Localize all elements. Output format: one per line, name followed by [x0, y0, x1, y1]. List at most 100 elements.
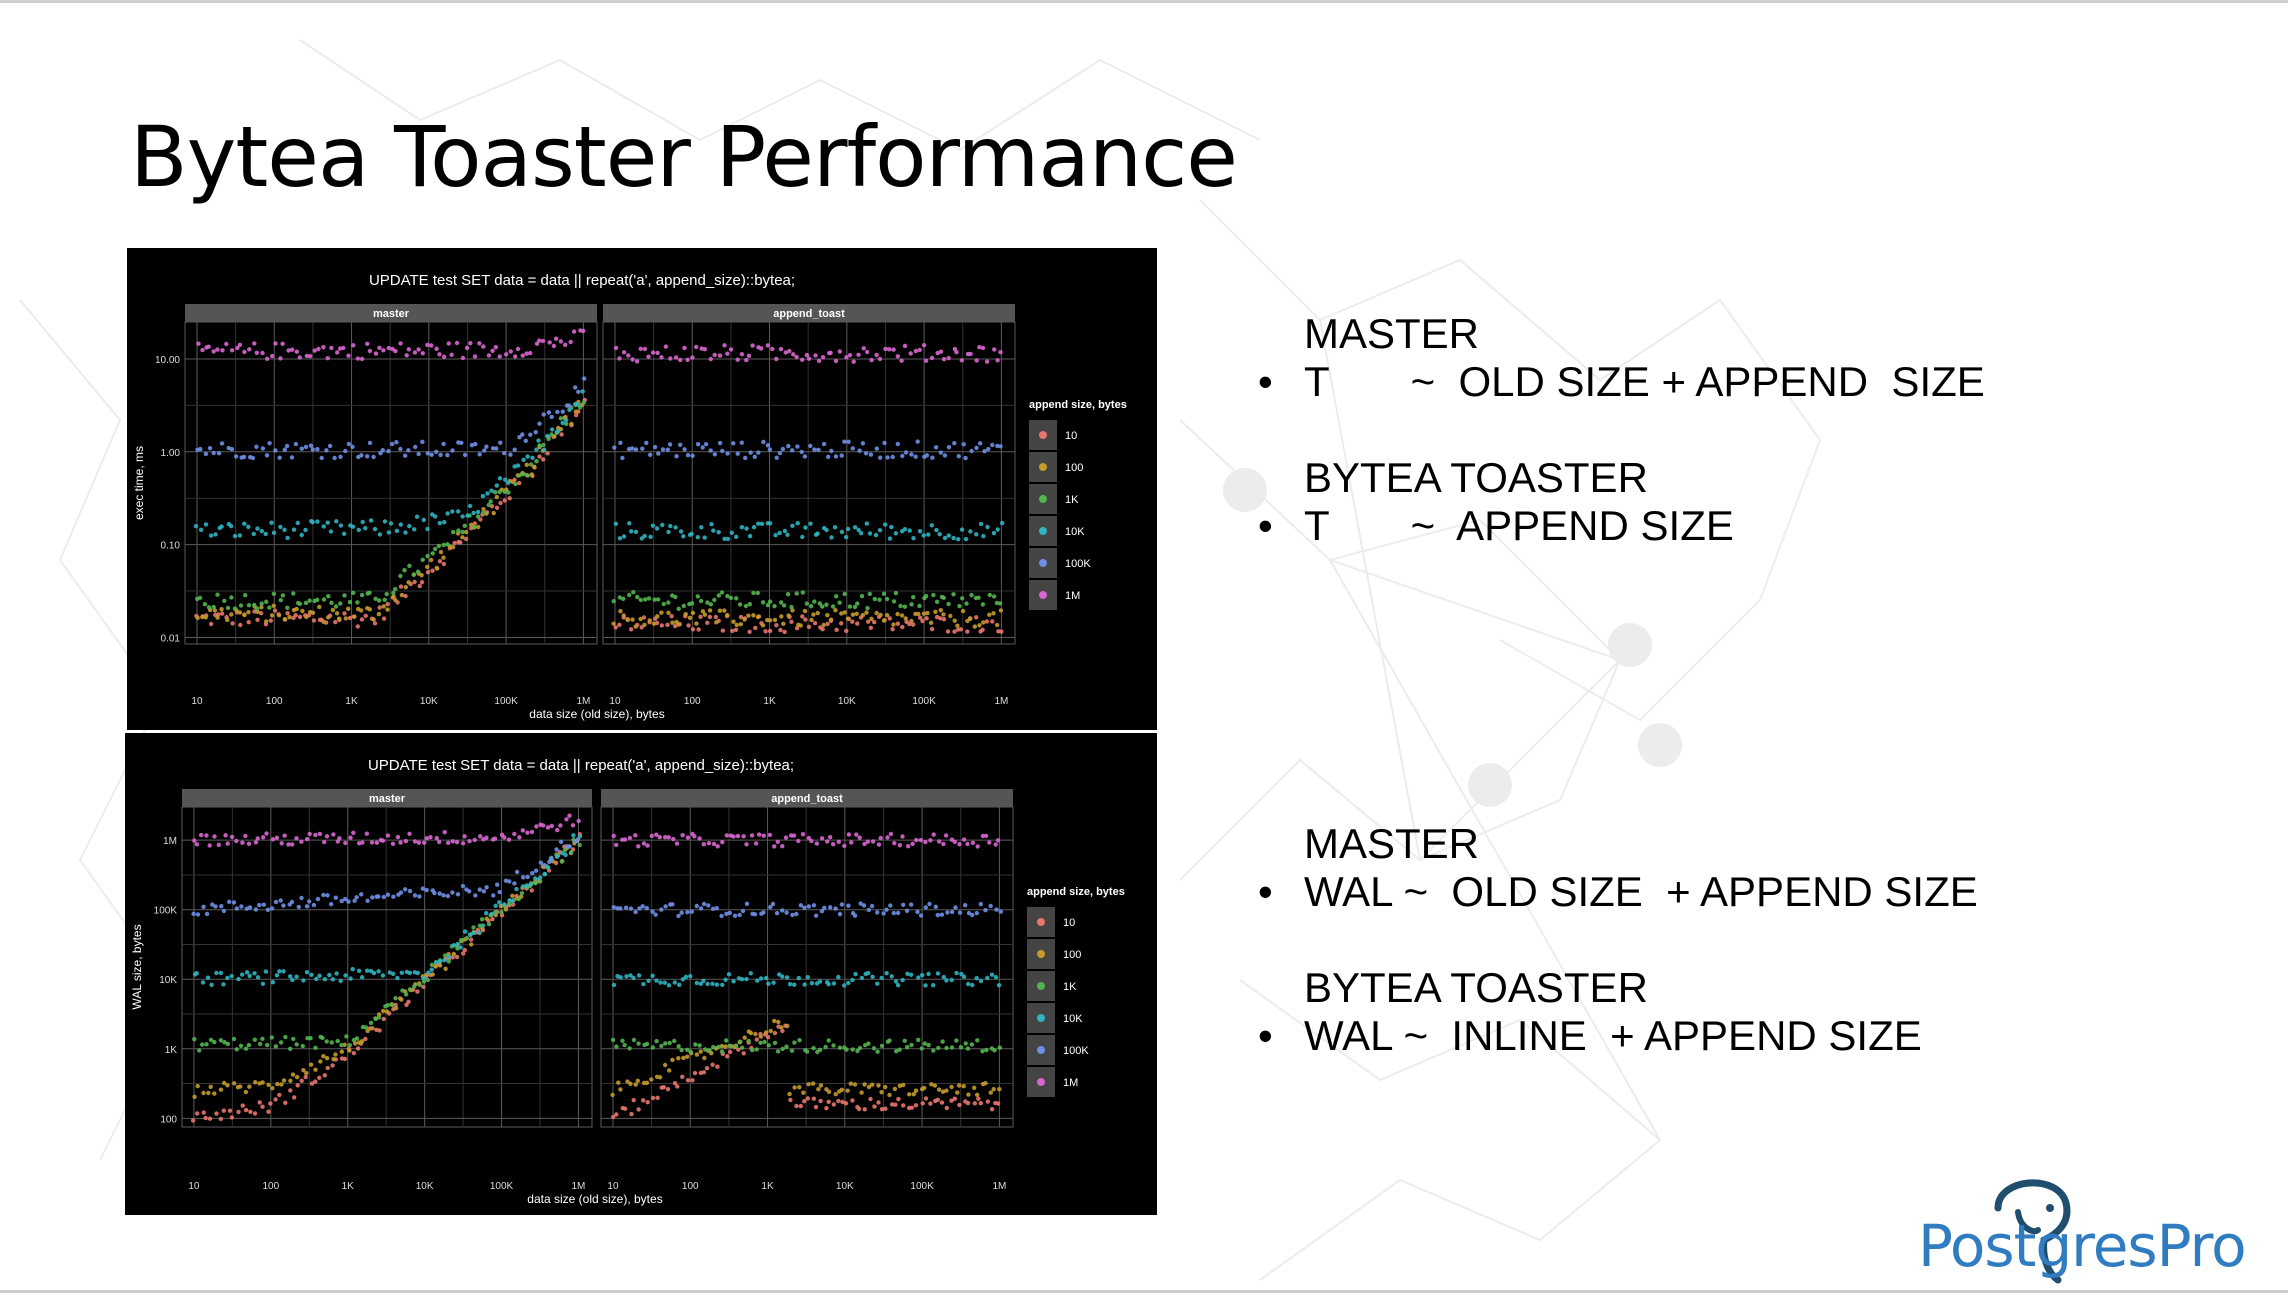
- data-point: [229, 447, 235, 452]
- data-point: [282, 617, 288, 622]
- data-point: [759, 346, 764, 351]
- data-point: [797, 1038, 802, 1043]
- data-point: [481, 507, 486, 512]
- data-point: [995, 358, 1000, 363]
- data-point: [324, 448, 329, 453]
- data-point: [476, 524, 481, 530]
- data-point: [865, 349, 870, 355]
- data-point: [767, 628, 773, 634]
- legend-title: append size, bytes: [1027, 886, 1125, 898]
- legend-label: 100K: [1063, 1045, 1089, 1057]
- data-point: [297, 601, 303, 606]
- data-point: [777, 450, 783, 456]
- data-point: [980, 627, 985, 632]
- data-point: [752, 912, 758, 917]
- data-point: [294, 606, 299, 612]
- data-point: [680, 833, 685, 838]
- data-point: [641, 981, 646, 987]
- data-point: [338, 601, 343, 606]
- data-point: [303, 527, 308, 533]
- data-point: [484, 444, 489, 449]
- data-point: [960, 596, 965, 601]
- data-point: [986, 446, 991, 452]
- data-point: [212, 834, 217, 839]
- data-point: [676, 913, 681, 919]
- data-point: [497, 489, 502, 495]
- data-point: [738, 622, 743, 627]
- data-point: [839, 1087, 845, 1092]
- data-point: [230, 621, 235, 626]
- data-point: [927, 901, 932, 907]
- data-point: [895, 354, 900, 359]
- data-point: [398, 840, 403, 845]
- data-point: [276, 613, 282, 618]
- data-point: [442, 520, 447, 525]
- data-point: [459, 440, 464, 445]
- data-point: [395, 975, 400, 981]
- bullet-dot: •: [1258, 502, 1273, 549]
- data-point: [224, 341, 229, 347]
- data-point: [279, 1082, 284, 1087]
- data-point: [853, 971, 858, 977]
- data-point: [352, 614, 357, 619]
- data-point: [425, 977, 431, 983]
- data-point: [380, 973, 386, 978]
- data-point: [900, 834, 905, 839]
- x-tick-label: 100: [266, 696, 283, 707]
- data-point: [868, 625, 874, 630]
- data-point: [922, 1085, 927, 1091]
- data-point: [781, 621, 786, 626]
- data-point: [391, 590, 396, 596]
- data-point: [729, 530, 734, 535]
- data-point: [576, 389, 581, 394]
- data-point: [767, 521, 773, 526]
- data-point: [651, 621, 657, 626]
- data-point: [806, 904, 811, 909]
- data-point: [855, 621, 860, 626]
- data-point: [902, 604, 907, 609]
- data-point: [416, 840, 422, 845]
- data-point: [221, 1108, 226, 1113]
- data-point: [884, 907, 889, 912]
- data-point: [294, 836, 299, 841]
- wal-size-chart: UPDATE test SET data = data || repeat('a…: [125, 733, 1157, 1215]
- data-point: [391, 894, 396, 899]
- data-point: [659, 355, 664, 360]
- data-point: [403, 530, 408, 535]
- data-point: [441, 893, 446, 898]
- y-tick-label: 100: [160, 1114, 177, 1125]
- data-point: [533, 881, 538, 886]
- data-point: [869, 357, 874, 363]
- data-point: [472, 837, 477, 843]
- data-point: [726, 972, 732, 977]
- data-point: [425, 570, 431, 575]
- data-point: [287, 615, 292, 620]
- data-point: [839, 902, 845, 907]
- data-point: [613, 345, 619, 351]
- data-point: [842, 843, 847, 849]
- data-point: [260, 1080, 265, 1085]
- data-point: [204, 1042, 209, 1047]
- data-point: [907, 528, 912, 533]
- data-point: [921, 533, 926, 538]
- data-point: [913, 1103, 919, 1108]
- data-point: [498, 440, 503, 445]
- data-point: [520, 884, 526, 889]
- data-point: [346, 441, 352, 447]
- data-point: [888, 903, 893, 908]
- data-point: [576, 818, 581, 824]
- series-1m-master: [196, 328, 586, 362]
- data-point: [670, 902, 675, 907]
- data-point: [515, 463, 521, 468]
- data-point: [739, 977, 745, 982]
- data-point: [207, 1116, 213, 1121]
- series-100-append_toast: [611, 608, 1004, 629]
- data-point: [995, 527, 1000, 532]
- data-point: [785, 592, 791, 597]
- data-point: [702, 347, 707, 352]
- data-point: [424, 836, 429, 841]
- data-point: [662, 1062, 668, 1068]
- data-point: [472, 524, 477, 530]
- data-point: [786, 443, 791, 449]
- bullet-text: WAL ~ INLINE + APPEND SIZE: [1304, 1012, 1922, 1059]
